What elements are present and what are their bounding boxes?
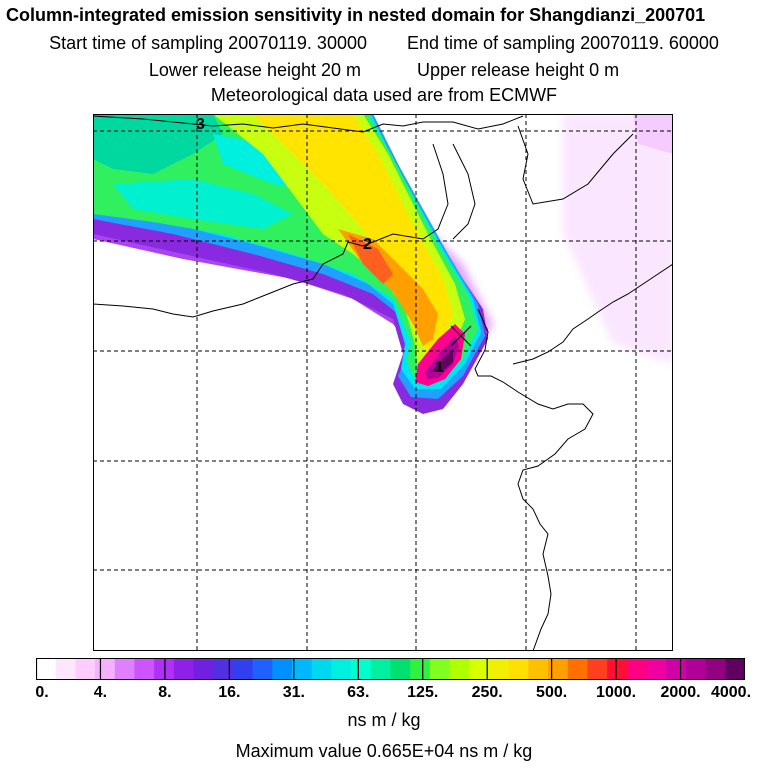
marker-1: 1: [435, 359, 444, 376]
color-scale-swatch: [193, 658, 214, 680]
color-scale-swatch: [272, 658, 293, 680]
color-scale-tick-label: 500.: [536, 684, 568, 701]
start-time-label: Start time of sampling 20070119. 30000: [49, 33, 367, 53]
color-scale-tick-label: 16.: [218, 684, 241, 701]
color-scale-swatch: [134, 658, 155, 680]
color-scale-swatch: [95, 658, 116, 680]
maximum-value-label: Maximum value 0.665E+04 ns m / kg: [235, 741, 533, 761]
color-scale-swatch: [429, 658, 451, 680]
emission-sensitivity-map: 1 2 3: [93, 114, 673, 651]
color-scale-swatch: [252, 658, 273, 680]
color-scale-swatch: [725, 658, 745, 680]
color-scale-tick-label: 0.: [35, 684, 49, 701]
color-scale-swatch: [646, 658, 667, 680]
color-scale-swatch: [705, 658, 726, 680]
plot-title: Column-integrated emission sensitivity i…: [6, 5, 706, 25]
color-scale-swatch: [173, 658, 195, 680]
release-height-line: Lower release height 20 m Upper release h…: [0, 60, 768, 81]
color-scale-swatch: [528, 658, 549, 680]
color-scale-swatch: [587, 658, 608, 680]
lat-lon-grid: [93, 114, 673, 651]
color-scale-swatch: [390, 658, 411, 680]
color-scale-swatch: [607, 658, 628, 680]
end-time-label: End time of sampling 20070119. 60000: [406, 33, 719, 53]
color-scale-tick-label: 63.: [347, 684, 370, 701]
color-scale-tick-label: 4.: [93, 684, 108, 701]
color-scale-tick-label: 4000.: [710, 684, 752, 701]
color-scale-tick-label: 125.: [407, 684, 439, 701]
color-scale-swatch: [232, 658, 254, 680]
color-scale-swatch: [410, 658, 431, 680]
color-scale-swatch: [55, 658, 76, 680]
color-scale-swatch: [292, 658, 313, 680]
color-scale-swatch: [685, 658, 707, 680]
color-scale-swatch: [666, 658, 687, 680]
marker-2: 2: [363, 236, 372, 253]
color-scale-swatch: [488, 658, 510, 680]
color-scale-units: ns m / kg: [347, 710, 421, 730]
color-scale-swatch: [567, 658, 589, 680]
color-scale-bar: [36, 658, 745, 680]
color-scale-tick-label: 2000.: [660, 684, 701, 701]
color-scale-swatch: [311, 658, 333, 680]
color-scale-swatch: [36, 658, 57, 680]
color-scale-swatch: [508, 658, 529, 680]
color-scale-swatch: [449, 658, 470, 680]
sampling-time-line: Start time of sampling 20070119. 30000 En…: [0, 33, 768, 54]
coastlines: [93, 115, 673, 651]
station-marker-icon: [450, 325, 472, 347]
color-scale-tick-label: 8.: [158, 684, 172, 701]
color-scale-swatch: [626, 658, 648, 680]
marker-3: 3: [196, 116, 205, 133]
color-scale-swatch: [114, 658, 136, 680]
color-scale-frame: [36, 658, 745, 680]
sensitivity-field: [93, 114, 673, 414]
color-scale-tick-label: 1000.: [596, 684, 637, 701]
color-scale-swatch: [75, 658, 96, 680]
lower-release-height-label: Lower release height 20 m: [148, 60, 361, 80]
color-scale-swatch: [370, 658, 392, 680]
color-scale-tick-label: 250.: [471, 684, 503, 701]
color-scale-tick-label: 31.: [282, 684, 305, 701]
color-scale-swatch: [331, 658, 352, 680]
color-scale-swatch: [351, 658, 372, 680]
map-frame: [93, 114, 673, 651]
upper-release-height-label: Upper release height 0 m: [417, 60, 620, 80]
met-data-label: Meteorological data used are from ECMWF: [210, 85, 558, 105]
color-scale-swatch: [213, 658, 234, 680]
color-scale-swatch: [469, 658, 490, 680]
color-scale-swatch: [548, 658, 569, 680]
